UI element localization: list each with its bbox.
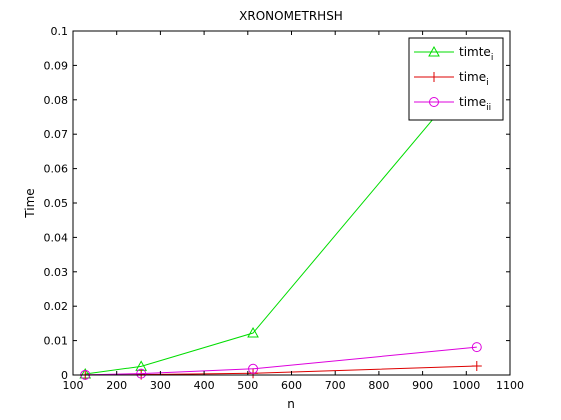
x-tick-label: 500 <box>237 379 258 392</box>
legend-marker <box>429 97 439 107</box>
ticks-layer: 100 200 300 400 500 600 700 800 900 1000 1100 0 0.01… <box>44 25 525 392</box>
series-line <box>85 346 477 376</box>
legend-marker <box>428 45 440 57</box>
legend: timtei timei timeii <box>408 37 504 121</box>
x-tick-label: 900 <box>412 379 433 392</box>
y-tick-label: 0.03 <box>44 266 69 279</box>
x-tick-label: 800 <box>368 379 389 392</box>
y-tick-label: 0.05 <box>44 197 69 210</box>
y-tick-label: 0.04 <box>44 231 69 244</box>
y-tick-label: 0.01 <box>44 335 69 348</box>
x-tick-label: 1000 <box>452 379 480 392</box>
y-tick-label: 0.06 <box>44 163 69 176</box>
legend-label: timtei <box>459 45 493 63</box>
legend-marker <box>429 72 439 82</box>
y-tick-label: 0.09 <box>44 59 69 72</box>
chart-title: XRONOMETRHSH <box>239 9 343 23</box>
legend-label: timeii <box>459 95 491 113</box>
x-tick-label: 300 <box>150 379 171 392</box>
data-point <box>471 342 482 353</box>
x-tick-label: 400 <box>194 379 215 392</box>
data-point <box>247 327 259 338</box>
y-tick-label: 0.08 <box>44 94 69 107</box>
series-line <box>85 66 478 375</box>
y-tick-label: 0.07 <box>44 128 69 141</box>
x-tick-label: 600 <box>281 379 302 392</box>
y-tick-label: 0 <box>61 369 68 382</box>
data-point <box>136 368 147 379</box>
y-tick-label: 0.02 <box>44 300 69 313</box>
data-point <box>471 361 482 372</box>
data-point <box>248 363 259 374</box>
x-tick-label: 200 <box>106 379 127 392</box>
x-tick-label: 700 <box>325 379 346 392</box>
x-axis-label: n <box>287 397 295 411</box>
y-axis-label: Time <box>23 188 37 218</box>
x-tick-label: 100 <box>63 379 84 392</box>
legend-label: timei <box>459 70 489 88</box>
x-tick-label: 1100 <box>496 379 524 392</box>
y-tick-label: 0.1 <box>51 25 69 38</box>
